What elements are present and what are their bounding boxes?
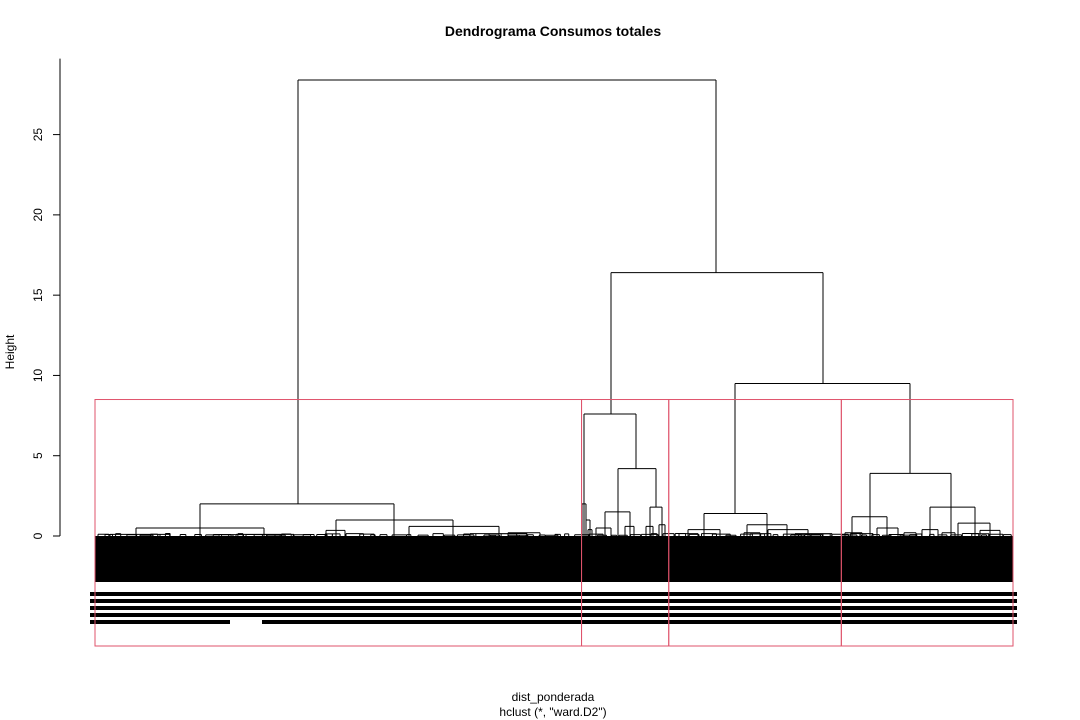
dendrogram-tree — [97, 79, 1012, 536]
y-tick-label: 15 — [31, 288, 45, 302]
y-tick-label: 0 — [31, 532, 45, 539]
leaf-label-line — [90, 592, 1017, 596]
leaf-label-line — [90, 613, 1017, 617]
y-axis-label: Height — [3, 334, 17, 369]
dendrogram-leaves — [90, 536, 1017, 626]
cluster-boxes — [94, 399, 1014, 647]
leaf-label-line — [90, 620, 1017, 624]
y-tick-label: 10 — [31, 368, 45, 382]
y-axis: 0 5 10 15 20 25 — [31, 58, 61, 539]
leaf-band — [95, 536, 1013, 582]
y-tick-label: 25 — [31, 128, 45, 142]
y-tick-label: 20 — [31, 208, 45, 222]
leaf-label-gap — [230, 620, 262, 626]
chart-title: Dendrograma Consumos totales — [445, 23, 661, 39]
leaf-label-line — [90, 599, 1017, 603]
y-tick-label: 5 — [31, 452, 45, 459]
dendrogram-branches — [97, 79, 1012, 536]
leaf-label-line — [90, 606, 1017, 610]
method-label: hclust (*, "ward.D2") — [499, 705, 606, 719]
cluster-box — [840, 399, 1014, 647]
x-axis-label: dist_ponderada — [512, 690, 595, 704]
